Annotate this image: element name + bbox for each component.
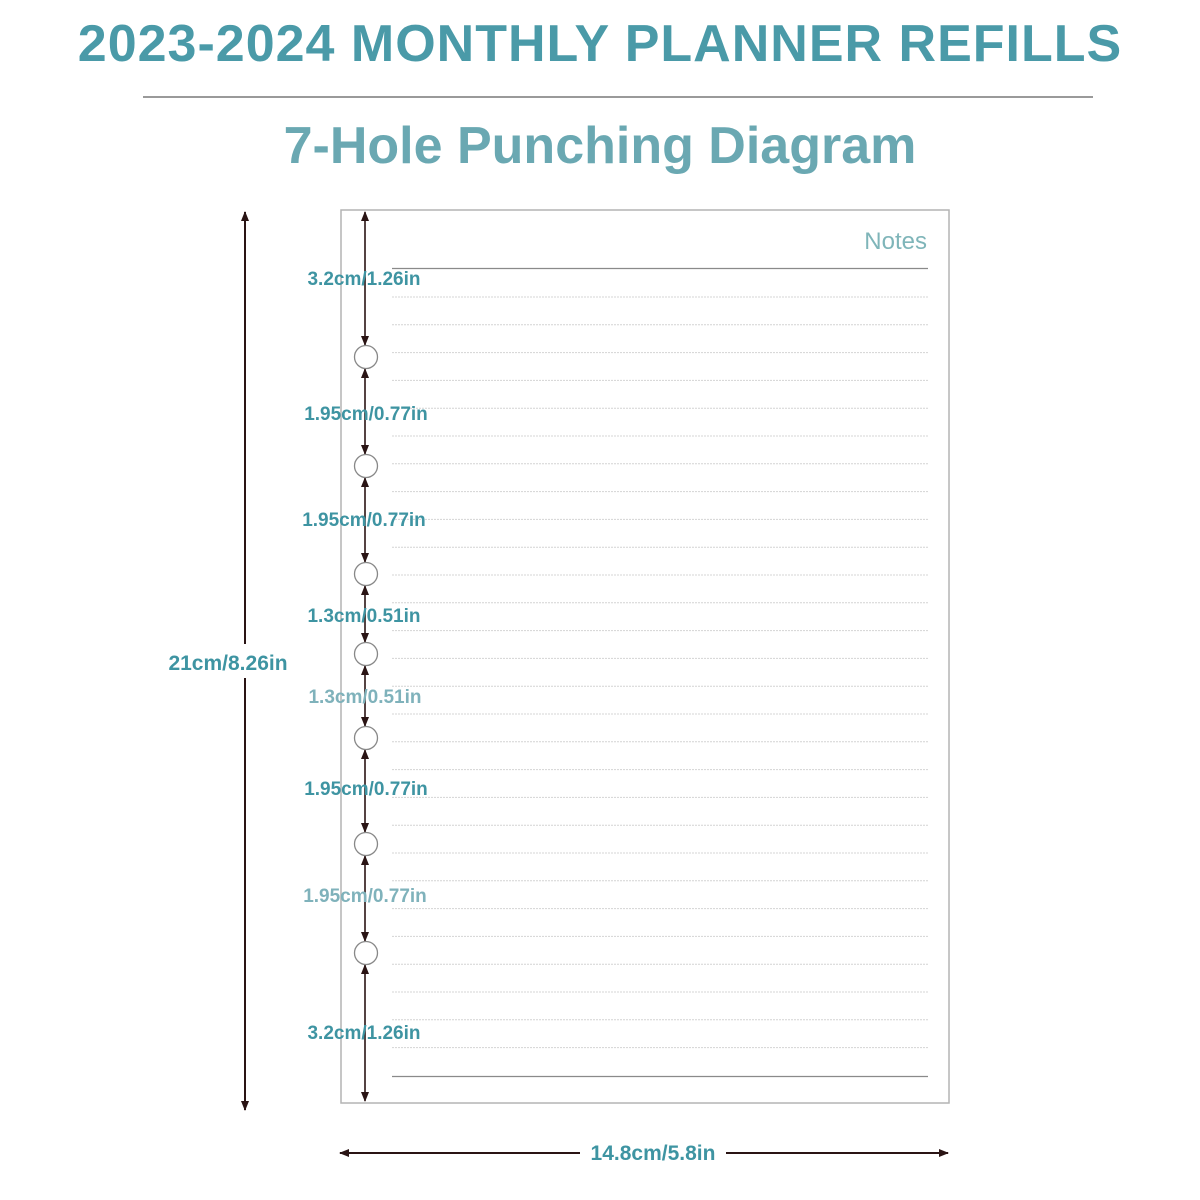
punch-hole	[353, 561, 379, 587]
spacing-label: 3.2cm/1.26in	[307, 269, 420, 290]
punch-hole	[353, 453, 379, 479]
spacing-label: 1.95cm/0.77in	[303, 886, 427, 907]
spacing-label: 3.2cm/1.26in	[307, 1023, 420, 1044]
diagram-subtitle: 7-Hole Punching Diagram	[283, 117, 917, 175]
width-label-backdrop	[580, 1138, 726, 1168]
notes-heading: Notes	[864, 228, 927, 255]
spacing-label: 1.95cm/0.77in	[304, 779, 428, 800]
ruled-lines	[392, 267, 928, 1078]
spacing-label: 1.3cm/0.51in	[308, 687, 421, 708]
punch-hole	[353, 641, 379, 667]
spacing-labels: 3.2cm/1.26in 1.95cm/0.77in 1.95cm/0.77in 1.…	[302, 269, 428, 1044]
punch-holes	[353, 344, 379, 966]
refill-page-outline	[340, 209, 950, 1104]
punch-hole	[353, 344, 379, 370]
punch-hole	[353, 725, 379, 751]
height-dimension-label: 21cm/8.26in	[168, 652, 287, 675]
spacing-label: 1.95cm/0.77in	[302, 510, 426, 531]
spacing-label: 1.95cm/0.77in	[304, 404, 428, 425]
width-dimension-label: 14.8cm/5.8in	[591, 1142, 716, 1165]
title-divider	[143, 96, 1093, 98]
spacing-label: 1.3cm/0.51in	[307, 606, 420, 627]
punch-hole	[353, 831, 379, 857]
height-label-backdrop	[158, 644, 300, 678]
punch-hole	[353, 940, 379, 966]
main-title: 2023-2024 MONTHLY PLANNER REFILLS	[77, 15, 1123, 73]
